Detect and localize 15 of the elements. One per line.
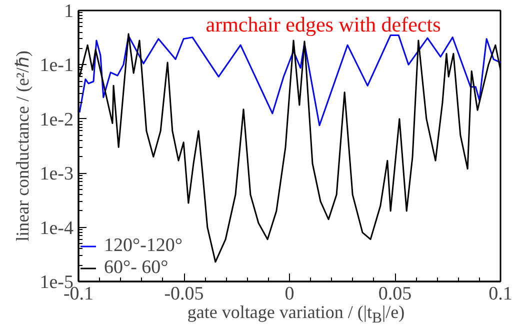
legend-label: 60°- 60° [104,257,168,279]
legend-label: 120°-120° [104,235,183,257]
y-tick-label: 1e-2 [40,109,74,130]
y-tick-label: 1 [64,1,74,22]
y-axis-title: linear conductance / (e²/ℏ) [12,50,33,242]
chart-title: armchair edges with defects [206,12,441,36]
x-tick-label: 0.05 [378,284,412,304]
y-tick-label: 1e-4 [40,218,74,239]
x-tick-label: 0.1 [488,284,512,304]
y-tick-label: 1e-3 [40,164,74,185]
x-axis-title: gate voltage variation / (|t$_{B}$|/e) [187,302,405,327]
x-tick-label: -0.05 [164,284,204,304]
line-series [78,34,500,126]
x-tick-label: 0 [284,284,294,304]
y-tick-label: 1e-1 [40,55,74,76]
